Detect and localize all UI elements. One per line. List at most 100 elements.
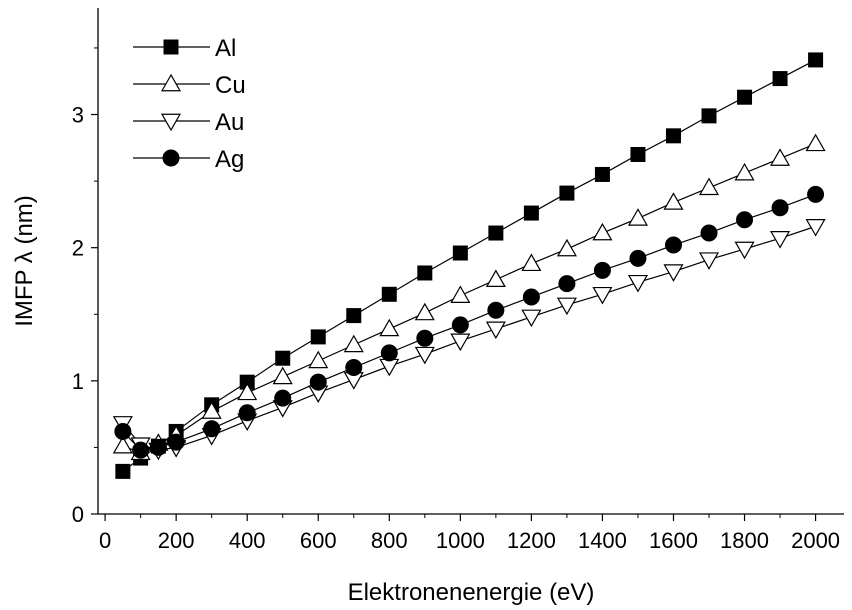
legend: Al Cu Au Ag xyxy=(133,35,246,173)
data-point-ag xyxy=(274,389,292,407)
data-point-au xyxy=(770,231,791,249)
y-tick-label: 3 xyxy=(72,103,84,128)
data-point-cu xyxy=(770,148,791,166)
legend-label-au: Au xyxy=(215,109,244,136)
data-point-au xyxy=(485,321,506,340)
plot-area xyxy=(112,52,826,479)
data-point-ag xyxy=(416,329,434,347)
series-line-cu xyxy=(122,143,816,454)
data-point-au xyxy=(521,309,542,328)
data-point-al xyxy=(808,52,824,68)
series-line-al xyxy=(122,59,816,472)
x-axis-title: Elektronenenergie (eV) xyxy=(348,579,595,606)
data-point-au xyxy=(734,241,755,260)
data-point-ag xyxy=(309,373,327,391)
data-point-ag xyxy=(558,275,576,293)
data-point-ag xyxy=(345,359,363,377)
y-tick-label: 2 xyxy=(72,236,84,261)
data-point-cu xyxy=(272,366,293,385)
data-point-cu xyxy=(237,382,258,401)
data-point-ag xyxy=(149,438,167,456)
data-point-al xyxy=(630,146,646,162)
axes: 0 200 400 600 800 1000 1200 1400 1600 1800 2000 0 1 2… xyxy=(72,8,844,553)
legend-label-ag: Ag xyxy=(215,146,244,173)
data-point-ag xyxy=(451,316,469,334)
x-tick-label: 400 xyxy=(229,528,266,553)
x-tick-label: 1600 xyxy=(649,528,698,553)
data-point-ag xyxy=(522,288,540,306)
data-point-al xyxy=(665,128,681,144)
x-tick-label: 200 xyxy=(158,528,195,553)
data-point-al xyxy=(772,71,788,87)
data-point-cu xyxy=(698,177,720,196)
data-point-au xyxy=(663,264,684,282)
legend-label-cu: Cu xyxy=(215,72,246,99)
data-point-al xyxy=(346,308,362,324)
legend-item-cu: Cu xyxy=(133,72,246,99)
y-tick-label: 0 xyxy=(72,502,84,527)
x-tick-label: 800 xyxy=(371,528,408,553)
data-point-al xyxy=(115,463,131,479)
x-tick-label: 1000 xyxy=(436,528,485,553)
data-point-cu xyxy=(592,222,613,241)
data-point-al xyxy=(275,350,291,366)
data-point-ag xyxy=(629,249,647,267)
x-tick-label: 1800 xyxy=(720,528,769,553)
x-tick-label: 2000 xyxy=(791,528,840,553)
data-point-ag xyxy=(203,420,221,438)
legend-item-al: Al xyxy=(133,35,236,62)
data-point-cu xyxy=(201,401,222,419)
data-point-al xyxy=(452,245,468,261)
data-point-al xyxy=(559,185,575,201)
data-point-al xyxy=(417,265,433,281)
data-point-cu xyxy=(521,253,542,272)
data-point-au xyxy=(627,274,648,293)
y-axis-title: IMFP λ (nm) xyxy=(11,195,38,327)
data-point-ag xyxy=(593,261,611,279)
data-point-ag xyxy=(807,185,825,203)
x-tick-label: 600 xyxy=(300,528,337,553)
data-point-ag xyxy=(380,344,398,362)
data-point-au xyxy=(450,333,471,352)
data-point-ag xyxy=(487,301,505,319)
series-line-ag xyxy=(122,193,816,451)
data-point-au xyxy=(414,346,435,365)
legend-label-al: Al xyxy=(215,35,236,62)
data-point-au xyxy=(698,252,720,270)
x-tick-label: 1200 xyxy=(507,528,556,553)
data-point-au xyxy=(592,286,613,305)
legend-item-ag: Ag xyxy=(133,146,244,173)
data-point-al xyxy=(701,108,717,124)
data-point-ag xyxy=(114,422,132,440)
series-line-au xyxy=(122,225,816,451)
data-point-al xyxy=(310,329,326,345)
data-point-au xyxy=(805,219,826,237)
data-point-cu xyxy=(379,318,400,337)
data-point-ag xyxy=(238,404,256,422)
data-point-ag xyxy=(167,433,185,451)
data-point-cu xyxy=(663,192,684,210)
data-point-cu xyxy=(112,435,133,454)
data-point-au xyxy=(379,358,400,377)
data-point-cu xyxy=(485,269,506,287)
data-point-cu xyxy=(734,162,755,181)
x-tick-label: 0 xyxy=(99,528,111,553)
data-point-ag xyxy=(700,224,718,242)
data-point-cu xyxy=(556,238,577,257)
legend-marker-cu xyxy=(160,73,182,92)
data-point-al xyxy=(523,205,539,221)
y-tick-label: 1 xyxy=(72,369,84,394)
data-point-al xyxy=(488,225,504,241)
data-point-cu xyxy=(627,208,648,226)
legend-marker-ag xyxy=(162,149,180,167)
series-ag xyxy=(114,185,825,459)
data-point-ag xyxy=(664,236,682,254)
data-point-al xyxy=(381,286,397,302)
data-point-cu xyxy=(343,334,364,353)
data-point-ag xyxy=(736,211,754,229)
data-point-al xyxy=(594,166,610,182)
legend-marker-au xyxy=(160,113,182,132)
data-point-al xyxy=(737,89,753,105)
data-point-cu xyxy=(414,302,435,321)
